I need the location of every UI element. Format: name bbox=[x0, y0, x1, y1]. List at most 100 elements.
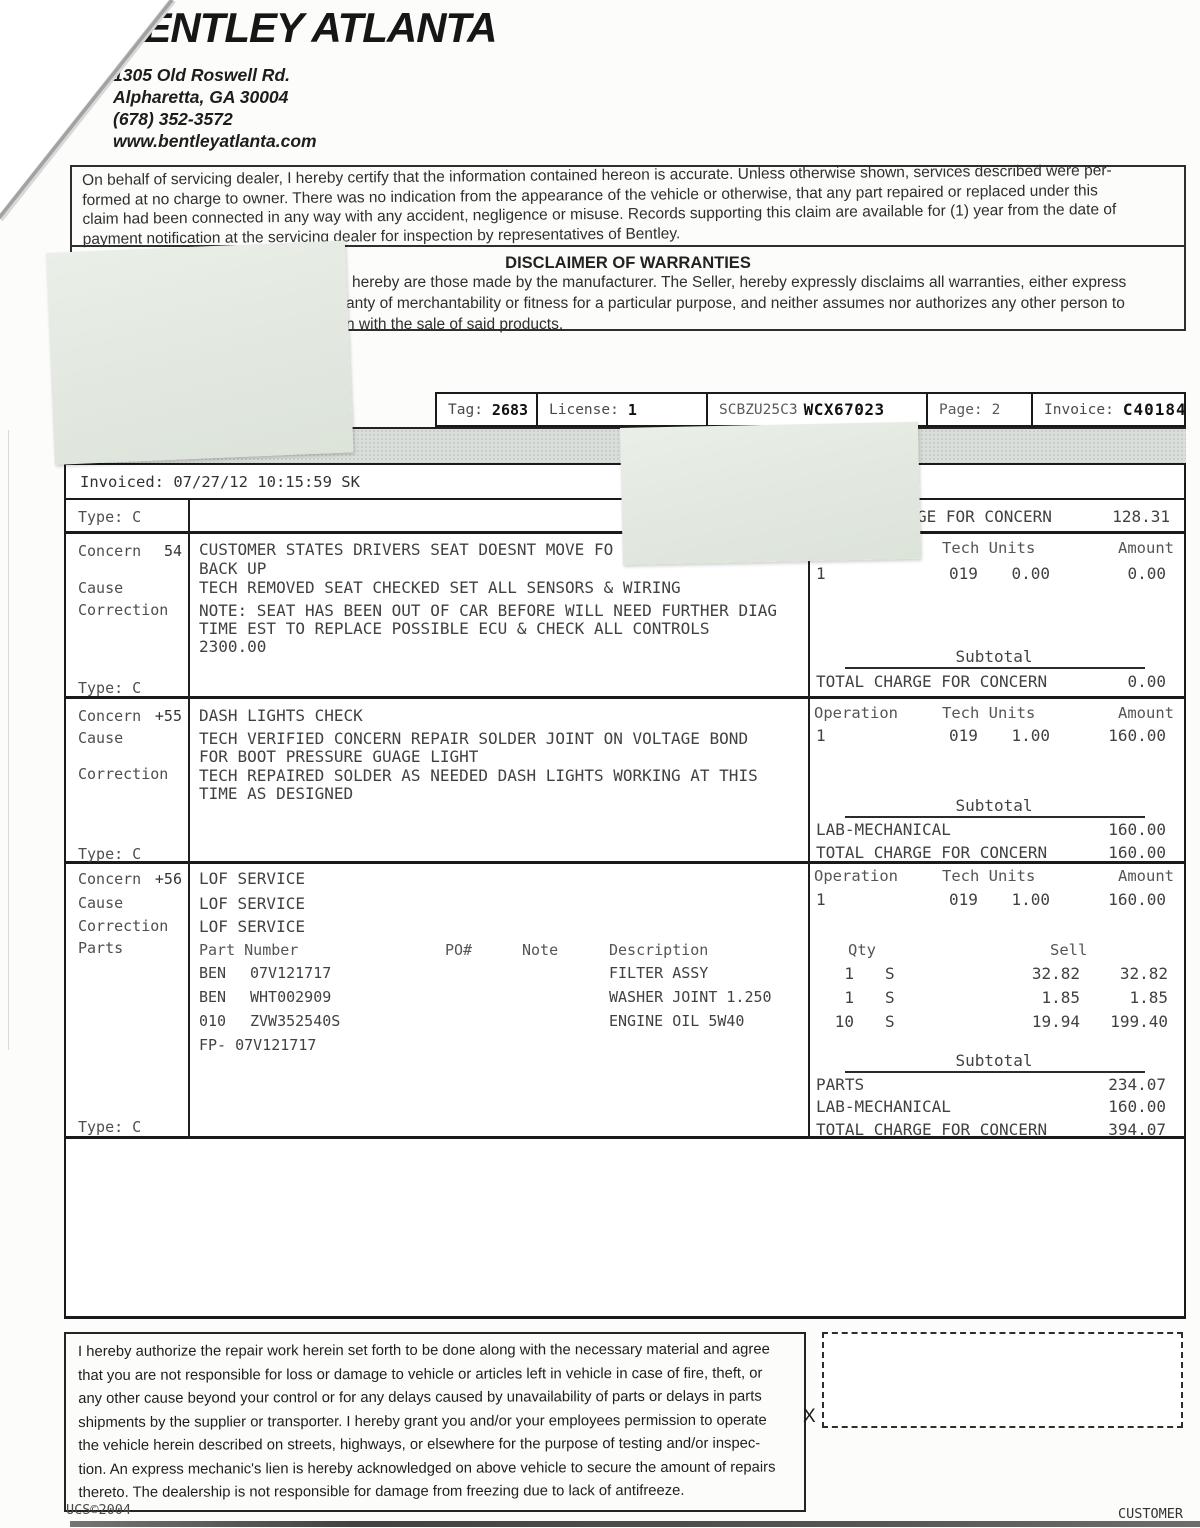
concern-label: Concern bbox=[78, 542, 142, 560]
concern-label: Concern bbox=[78, 707, 142, 725]
form-vendor-stamp: UCS©2004 bbox=[66, 1502, 132, 1518]
units-value: 1.00 bbox=[1011, 890, 1050, 909]
vin-part-2: WCX67023 bbox=[803, 400, 885, 419]
disclaimer-line: n with the sale of said products. bbox=[346, 316, 564, 333]
type-label: Type: C bbox=[78, 508, 142, 526]
row-divider bbox=[66, 861, 1184, 864]
amount-header: Amount bbox=[1118, 539, 1174, 557]
concern-row-label: Concern 54 bbox=[78, 542, 182, 560]
note-header: Note bbox=[522, 941, 559, 959]
operation-header: Operation bbox=[814, 867, 898, 885]
fold-crease-line bbox=[0, 0, 176, 222]
correction-line: TIME EST TO REPLACE POSSIBLE ECU & CHECK… bbox=[199, 619, 710, 638]
operation-number: 1 bbox=[816, 564, 826, 583]
license-value: 1 bbox=[627, 400, 637, 419]
disclaimer-line: anty of merchantability or fitness for a… bbox=[346, 295, 1125, 312]
page-edge-line bbox=[8, 430, 9, 1050]
tech-number: 019 bbox=[949, 564, 978, 583]
tech-units-header: Tech Units bbox=[942, 704, 1036, 722]
part-description: WASHER JOINT 1.250 bbox=[609, 988, 772, 1006]
complaint-line: BACK UP bbox=[199, 559, 267, 578]
license-cell: License: 1 bbox=[536, 392, 708, 427]
address-line-1: 1305 Old Roswell Rd. bbox=[113, 65, 290, 85]
part-extended-price: 1.85 bbox=[1129, 988, 1168, 1007]
subtotal-label: Subtotal bbox=[955, 1051, 1033, 1070]
part-qty: 1 bbox=[844, 988, 854, 1007]
part-number: ZVW352540S bbox=[250, 1012, 341, 1030]
cause-line: LOF SERVICE bbox=[199, 894, 305, 913]
tech-number: 019 bbox=[949, 726, 978, 745]
disclaimer-title: DISCLAIMER OF WARRANTIES bbox=[505, 254, 751, 272]
subtotal-rule bbox=[845, 1071, 1145, 1073]
tech-units-header: Tech Units bbox=[942, 867, 1036, 885]
correction-line: NOTE: SEAT HAS BEEN OUT OF CAR BEFORE WI… bbox=[199, 601, 777, 620]
part-description: FILTER ASSY bbox=[609, 964, 709, 982]
labor-total-value: 160.00 bbox=[1108, 1097, 1166, 1116]
complaint-line: DASH LIGHTS CHECK bbox=[199, 706, 363, 725]
authorization-line: shipments by the supplier or transporter… bbox=[78, 1412, 767, 1431]
amount-value: 160.00 bbox=[1108, 890, 1166, 909]
authorization-line: tion. An express mechanic's lien is here… bbox=[78, 1459, 776, 1478]
units-value: 0.00 bbox=[1011, 564, 1050, 583]
invoice-label: Invoice: bbox=[1044, 401, 1114, 418]
concern-number: +55 bbox=[154, 707, 182, 725]
vin-part-1: SCBZU25C3 bbox=[719, 401, 798, 418]
address-line-2: Alpharetta, GA 30004 bbox=[113, 87, 289, 107]
authorization-line: I hereby authorize the repair work herei… bbox=[78, 1341, 770, 1360]
amount-column-divider bbox=[808, 531, 810, 1139]
correction-line: 2300.00 bbox=[199, 637, 267, 656]
dealer-address-block: 1305 Old Roswell Rd. Alpharetta, GA 3000… bbox=[113, 64, 317, 152]
tech-units-header: Tech Units bbox=[942, 539, 1036, 557]
concern-total-value: 394.07 bbox=[1108, 1120, 1166, 1139]
authorization-line: the vehicle herein described on streets,… bbox=[78, 1435, 761, 1454]
part-sell-price: 19.94 bbox=[1031, 1012, 1080, 1031]
type-label: Type: C bbox=[78, 679, 142, 697]
amount-value: 0.00 bbox=[1127, 564, 1166, 583]
row-divider bbox=[66, 1136, 1184, 1139]
authorization-box bbox=[64, 1332, 806, 1512]
page-cell: Page: 2 bbox=[926, 392, 1033, 427]
cause-label: Cause bbox=[78, 729, 124, 747]
concerns-table: Type: C GE FOR CONCERN 128.31 Concern 54 … bbox=[64, 498, 1186, 1319]
description-header: Description bbox=[609, 941, 709, 959]
type-label: Type: C bbox=[78, 845, 142, 863]
concern-row-label: Concern +55 bbox=[78, 707, 182, 725]
concern-label: Concern bbox=[78, 870, 142, 888]
cause-line: TECH VERIFIED CONCERN REPAIR SOLDER JOIN… bbox=[199, 729, 749, 748]
part-mfr: 010 bbox=[199, 1012, 227, 1030]
scanner-edge-strip bbox=[70, 1521, 1200, 1527]
part-number: WHT002909 bbox=[250, 988, 332, 1006]
concern-total-label: TOTAL CHARGE FOR CONCERN bbox=[816, 843, 1048, 862]
page-value: 2 bbox=[991, 401, 1001, 418]
authorization-text: I hereby authorize the repair work herei… bbox=[78, 1339, 776, 1506]
signature-box bbox=[822, 1332, 1183, 1428]
authorization-line: that you are not responsible for loss or… bbox=[78, 1365, 763, 1384]
concern-number: +56 bbox=[154, 870, 182, 888]
label-column-divider bbox=[188, 500, 190, 1139]
tech-number: 019 bbox=[949, 890, 978, 909]
correction-line: TECH REPAIRED SOLDER AS NEEDED DASH LIGH… bbox=[199, 766, 758, 785]
invoice-value: C40184 bbox=[1122, 400, 1187, 419]
part-source-code: S bbox=[885, 988, 895, 1007]
labor-total-value: 160.00 bbox=[1108, 820, 1166, 839]
labor-total-label: LAB-MECHANICAL bbox=[816, 1097, 951, 1116]
concern-total-label: TOTAL CHARGE FOR CONCERN bbox=[816, 1120, 1048, 1139]
part-qty: 10 bbox=[834, 1012, 854, 1031]
subtotal-rule bbox=[845, 667, 1145, 669]
part-extended-price: 32.82 bbox=[1119, 964, 1168, 983]
part-source-code: S bbox=[885, 964, 895, 983]
cause-label: Cause bbox=[78, 894, 124, 912]
part-number: 07V121717 bbox=[250, 964, 332, 982]
concern-total-value: 0.00 bbox=[1127, 672, 1166, 691]
sticky-note-top-left bbox=[46, 240, 354, 465]
cause-line: TECH REMOVED SEAT CHECKED SET ALL SENSOR… bbox=[199, 578, 681, 597]
qty-header: Qty bbox=[848, 941, 876, 959]
subtotal-rule bbox=[845, 816, 1145, 818]
part-sell-price: 32.82 bbox=[1031, 964, 1080, 983]
parts-label: Parts bbox=[78, 939, 124, 957]
tag-label: Tag: bbox=[448, 401, 483, 418]
concern-total-label: TOTAL CHARGE FOR CONCERN bbox=[816, 672, 1048, 691]
type-label: Type: C bbox=[78, 1118, 142, 1136]
correction-line: TIME AS DESIGNED bbox=[199, 784, 354, 803]
part-mfr: BEN bbox=[199, 988, 227, 1006]
